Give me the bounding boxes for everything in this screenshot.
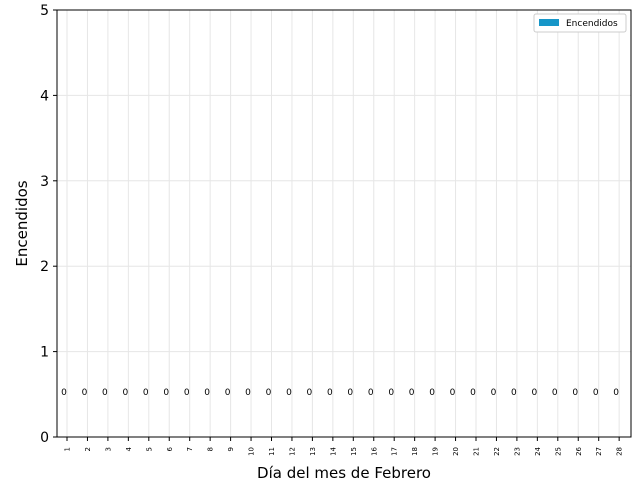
bar-value-label: 0 [450,388,456,398]
x-tick-label: 6 [166,446,174,451]
x-tick-label: 11 [268,447,276,456]
bar-value-label: 0 [572,388,578,398]
x-tick-label: 18 [411,447,419,456]
y-axis: 0 1 2 3 4 5 [40,3,57,446]
bar-value-label: 0 [266,388,272,398]
x-tick-label: 17 [391,447,399,456]
x-tick-label: 16 [370,446,378,455]
bar-value-label: 0 [613,388,619,398]
x-tick-label: 3 [104,447,112,451]
x-tick-label: 15 [350,447,358,456]
bar-value-label: 0 [143,388,149,398]
bar-value-label: 0 [122,388,128,398]
x-tick-label: 19 [432,447,440,456]
x-tick-label: 27 [595,447,603,456]
bar-value-label: 0 [307,388,313,398]
grid-lines [57,9,631,438]
x-tick-label: 20 [452,447,460,456]
y-tick-label: 1 [40,345,49,361]
x-tick-label: 9 [227,447,235,451]
x-axis-label: Día del mes de Febrero [257,464,431,482]
bar-value-label: 0 [429,388,435,398]
bar-value-label: 0 [61,388,67,398]
x-tick-label: 7 [186,447,194,451]
x-tick-label: 1 [64,447,72,451]
x-tick-label: 2 [84,447,92,451]
bar-value-label: 0 [102,388,108,398]
bar-value-label: 0 [511,388,517,398]
y-tick-label: 3 [40,174,49,190]
x-tick-label: 28 [616,447,624,456]
y-tick-label: 2 [40,259,49,275]
bar-value-label: 0 [225,388,231,398]
bar-value-label: 0 [184,388,190,398]
bar-value-label: 0 [409,388,415,398]
x-tick-label: 13 [309,447,317,456]
x-tick-label: 12 [288,447,296,456]
bar-value-label: 0 [470,388,476,398]
x-tick-label: 10 [248,447,256,456]
plot-frame [56,9,632,438]
x-tick-label: 26 [575,446,583,455]
bar-value-label: 0 [245,388,251,398]
legend-label: Encendidos [566,19,618,29]
bar-value-label: 0 [531,388,537,398]
bar-value-label: 0 [368,388,374,398]
bar-value-label: 0 [327,388,333,398]
x-tick-label: 25 [554,447,562,456]
bar-value-label: 0 [204,388,210,398]
y-axis-label: Encendidos [13,180,31,266]
x-tick-label: 8 [207,447,215,451]
x-tick-label: 5 [145,447,153,451]
x-tick-label: 14 [329,446,337,455]
x-tick-label: 4 [125,446,133,451]
bar-value-label: 0 [347,388,353,398]
y-tick-label: 4 [40,88,49,104]
bar-value-label: 0 [491,388,497,398]
bar-value-label: 0 [388,388,394,398]
y-tick-label: 5 [40,3,49,19]
y-tick-label: 0 [40,430,49,446]
bar-value-label: 0 [593,388,599,398]
bar-value-label: 0 [286,388,292,398]
bar-value-label: 0 [163,388,169,398]
legend-swatch [539,19,559,26]
bar-value-labels: 0 0 0 0 0 0 0 0 0 0 0 0 0 0 0 0 0 0 0 0 0 0 0 0 0 0 0 0 [61,388,619,398]
x-tick-label: 23 [513,447,521,456]
x-tick-label: 21 [473,447,481,456]
x-axis: 1 2 3 4 5 6 7 8 9 10 11 12 13 14 15 16 17 18 19 20 21 22 23 24 2… [64,437,624,456]
legend: Encendidos [533,13,627,33]
bar-value-label: 0 [82,388,88,398]
x-tick-label: 22 [493,447,501,456]
legend-box [533,13,627,33]
x-tick-label: 24 [534,446,542,455]
bar-value-label: 0 [552,388,558,398]
